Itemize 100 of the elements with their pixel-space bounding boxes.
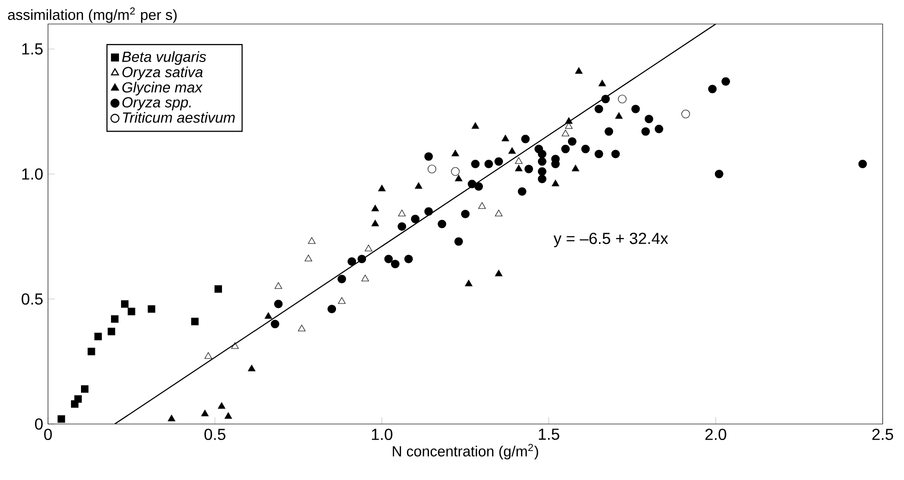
point — [364, 244, 372, 252]
point — [298, 324, 306, 332]
point — [248, 364, 256, 372]
point — [562, 130, 570, 136]
point — [398, 222, 406, 231]
point — [404, 254, 413, 264]
point — [552, 180, 560, 186]
legend-label: Oryza sativa — [122, 66, 203, 80]
point — [398, 210, 406, 216]
legend-label: Glycine max — [122, 82, 203, 96]
point — [484, 160, 493, 168]
point — [371, 220, 379, 226]
point — [565, 117, 573, 124]
point — [714, 170, 724, 178]
x-tick-label: 1.0 — [372, 428, 392, 440]
point — [538, 174, 546, 184]
point — [508, 147, 516, 154]
point — [390, 260, 400, 268]
point — [264, 312, 272, 319]
point — [601, 94, 610, 104]
x-tick-label: 2.0 — [705, 428, 726, 440]
annotation: y = –6.5 + 32.4x — [554, 232, 668, 248]
y-axis-title: assimilation (mg/m$^{2}$ per s) — [8, 7, 177, 23]
point — [618, 94, 627, 104]
point — [378, 184, 386, 192]
point — [428, 164, 436, 174]
y-tick-label: 0 — [35, 418, 43, 430]
point — [581, 144, 590, 154]
point — [348, 257, 356, 266]
point — [538, 167, 546, 176]
y-tick-label: 0.5 — [22, 293, 43, 305]
point — [454, 174, 462, 182]
point — [80, 385, 88, 393]
legend-label: Triticum aestivum — [122, 112, 235, 123]
point — [521, 134, 530, 144]
point — [424, 152, 433, 161]
point — [274, 300, 283, 308]
point — [524, 164, 534, 174]
point — [598, 80, 606, 86]
point — [494, 270, 502, 276]
point — [328, 304, 336, 314]
point — [494, 157, 503, 166]
point — [471, 160, 480, 168]
point — [74, 395, 82, 403]
point — [361, 274, 369, 282]
point — [568, 137, 576, 146]
point — [478, 202, 486, 209]
point — [464, 280, 472, 286]
x-tick-label: 0 — [44, 428, 52, 440]
point — [858, 160, 867, 168]
point — [452, 150, 460, 156]
point — [561, 144, 570, 154]
point — [214, 285, 222, 293]
point — [604, 127, 614, 136]
point — [438, 220, 446, 228]
point — [461, 210, 470, 218]
point — [58, 415, 66, 423]
point — [358, 254, 366, 264]
point — [594, 104, 604, 114]
point — [424, 207, 433, 216]
y-tick-label: 1.0 — [22, 168, 43, 180]
point — [270, 320, 280, 328]
x-tick-label: 2.5 — [872, 428, 894, 440]
point — [538, 150, 546, 158]
point — [451, 167, 460, 176]
point — [611, 150, 620, 158]
point — [721, 77, 730, 86]
point — [494, 210, 502, 216]
point — [575, 67, 583, 74]
point — [468, 180, 476, 188]
point — [515, 157, 522, 164]
point — [304, 254, 312, 262]
point — [204, 352, 212, 359]
point — [201, 410, 209, 416]
point — [474, 182, 483, 191]
point — [308, 237, 316, 244]
point — [410, 214, 420, 224]
x-tick-label: 1.5 — [538, 428, 560, 440]
point — [168, 414, 176, 422]
point — [641, 127, 650, 136]
point — [224, 412, 232, 419]
point — [454, 237, 463, 246]
point — [654, 124, 664, 134]
point — [121, 300, 129, 308]
point — [615, 112, 623, 119]
point — [518, 187, 526, 196]
point — [191, 318, 199, 326]
point — [94, 332, 102, 340]
point — [274, 282, 282, 289]
point — [414, 182, 422, 189]
point — [538, 157, 546, 166]
point — [128, 308, 136, 316]
point — [338, 274, 346, 284]
point — [371, 204, 379, 212]
point — [472, 122, 480, 129]
y-tick-label: 1.5 — [22, 43, 43, 55]
point — [502, 134, 510, 142]
point — [108, 328, 116, 336]
point — [148, 305, 156, 313]
point — [572, 164, 580, 172]
